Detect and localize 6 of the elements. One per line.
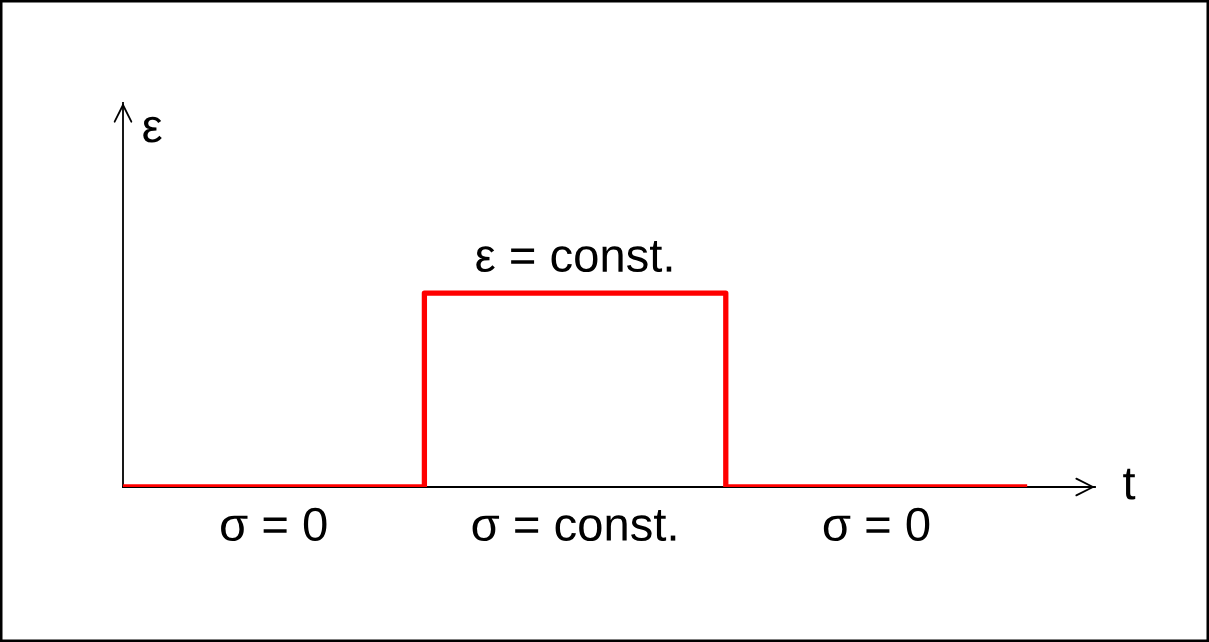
text: σ = 0 — [221, 507, 327, 542]
text: ε = const. — [476, 241, 672, 273]
x-axis-title: t — [1123, 468, 1136, 500]
y-axis-title: ε — [143, 116, 162, 143]
text: σ = const. — [472, 510, 676, 542]
text: σ = 0 — [823, 507, 930, 542]
